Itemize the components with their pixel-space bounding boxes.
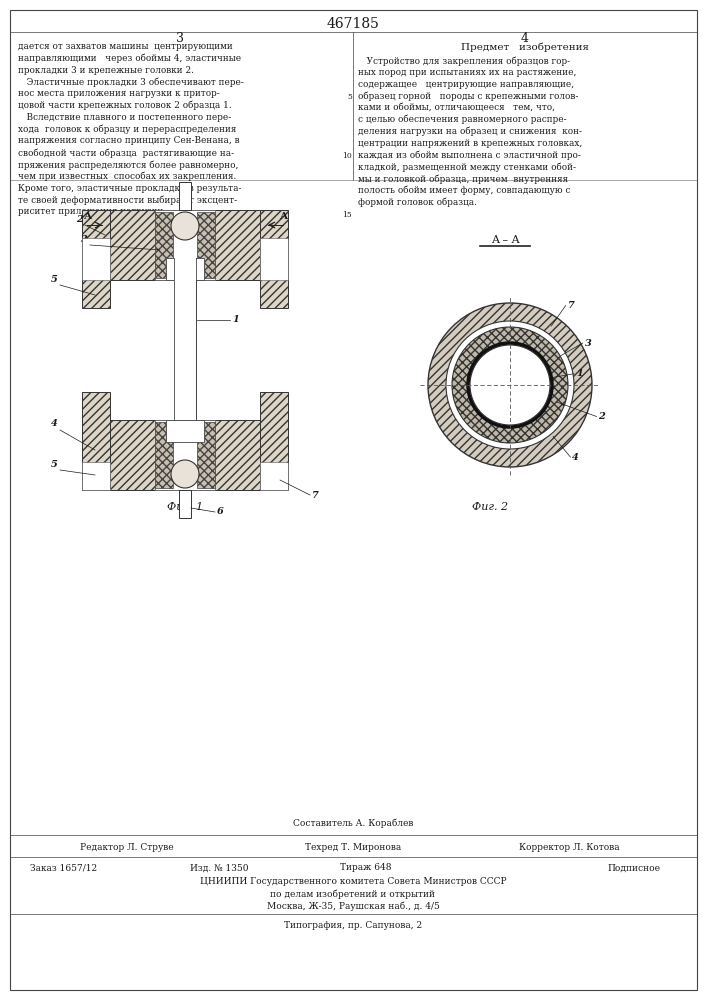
Text: дается от захватов машины  центрирующими: дается от захватов машины центрирующими bbox=[18, 42, 233, 51]
Bar bbox=[155, 212, 173, 278]
Text: 7: 7 bbox=[568, 301, 574, 310]
Text: 5: 5 bbox=[51, 460, 58, 469]
Text: Техред Т. Миронова: Техред Т. Миронова bbox=[305, 842, 401, 852]
Text: Предмет   изобретения: Предмет изобретения bbox=[461, 42, 589, 51]
Text: 1: 1 bbox=[576, 369, 583, 378]
Text: Устройство для закрепления образцов гор-: Устройство для закрепления образцов гор- bbox=[358, 56, 570, 66]
Bar bbox=[166, 420, 204, 442]
Text: Изд. № 1350: Изд. № 1350 bbox=[190, 863, 248, 872]
Text: 15: 15 bbox=[342, 211, 352, 219]
Text: A – A: A – A bbox=[491, 235, 520, 245]
Text: 2: 2 bbox=[76, 215, 83, 224]
Circle shape bbox=[428, 303, 592, 467]
Text: A: A bbox=[83, 212, 91, 221]
Text: Кроме того, эластичные прокладки в результа-: Кроме того, эластичные прокладки в резул… bbox=[18, 184, 242, 193]
Text: A: A bbox=[279, 212, 287, 221]
Bar bbox=[179, 182, 191, 210]
Bar bbox=[155, 210, 215, 280]
Text: 4: 4 bbox=[51, 419, 58, 428]
Text: прокладки 3 и крепежные головки 2.: прокладки 3 и крепежные головки 2. bbox=[18, 66, 194, 75]
Bar bbox=[166, 258, 204, 280]
Text: нос места приложения нагрузки к притор-: нос места приложения нагрузки к притор- bbox=[18, 89, 220, 98]
Text: направляющими   через обоймы 4, эластичные: направляющими через обоймы 4, эластичные bbox=[18, 54, 241, 63]
Bar bbox=[174, 258, 196, 420]
Text: образец горной   породы с крепежными голов-: образец горной породы с крепежными голов… bbox=[358, 91, 578, 101]
Text: Типография, пр. Сапунова, 2: Типография, пр. Сапунова, 2 bbox=[284, 920, 422, 930]
Text: Составитель А. Кораблев: Составитель А. Кораблев bbox=[293, 818, 413, 828]
Text: полость обойм имеет форму, совпадающую с: полость обойм имеет форму, совпадающую с bbox=[358, 186, 571, 195]
Bar bbox=[155, 420, 215, 490]
Bar bbox=[260, 462, 288, 490]
Bar bbox=[174, 258, 196, 420]
Text: 4: 4 bbox=[521, 31, 529, 44]
Text: цовой части крепежных головок 2 образца 1.: цовой части крепежных головок 2 образца … bbox=[18, 101, 232, 110]
Text: содержащее   центрирующие направляющие,: содержащее центрирующие направляющие, bbox=[358, 80, 574, 89]
Text: Фиг. 1: Фиг. 1 bbox=[167, 502, 203, 512]
Circle shape bbox=[468, 343, 552, 427]
Text: 3: 3 bbox=[176, 31, 184, 44]
Text: 5: 5 bbox=[347, 93, 352, 101]
Circle shape bbox=[446, 321, 574, 449]
Circle shape bbox=[171, 212, 199, 240]
Bar bbox=[197, 212, 215, 278]
Text: напряжения согласно принципу Сен-Венана, в: напряжения согласно принципу Сен-Венана,… bbox=[18, 136, 240, 145]
Text: мы и головкой образца, причем  внутренняя: мы и головкой образца, причем внутренняя bbox=[358, 174, 568, 184]
Bar bbox=[110, 420, 260, 490]
Bar bbox=[260, 210, 288, 308]
Text: ками и обоймы, отличающееся   тем, что,: ками и обоймы, отличающееся тем, что, bbox=[358, 103, 555, 112]
Text: 2: 2 bbox=[598, 412, 605, 421]
Circle shape bbox=[470, 345, 550, 425]
Text: 3: 3 bbox=[81, 235, 88, 244]
Text: ных пород при испытаниях их на растяжение,: ных пород при испытаниях их на растяжени… bbox=[358, 68, 576, 77]
Bar bbox=[82, 210, 110, 308]
Text: те своей деформативности выбирают эксцент-: те своей деформативности выбирают эксцен… bbox=[18, 195, 237, 205]
Bar bbox=[82, 392, 110, 490]
Bar bbox=[260, 392, 288, 490]
Text: Редактор Л. Струве: Редактор Л. Струве bbox=[80, 842, 174, 852]
Circle shape bbox=[171, 460, 199, 488]
Text: пряжения распределяются более равномерно,: пряжения распределяются более равномерно… bbox=[18, 160, 238, 169]
Text: чем при известных  способах их закрепления.: чем при известных способах их закреплени… bbox=[18, 172, 236, 181]
Text: риситет приложения нагрузки.: риситет приложения нагрузки. bbox=[18, 207, 166, 216]
Text: Подписное: Подписное bbox=[607, 863, 660, 872]
Text: 7: 7 bbox=[312, 490, 319, 499]
Text: формой головок образца.: формой головок образца. bbox=[358, 198, 477, 207]
Text: каждая из обойм выполнена с эластичной про-: каждая из обойм выполнена с эластичной п… bbox=[358, 150, 581, 160]
Bar bbox=[197, 422, 215, 488]
Text: 1: 1 bbox=[232, 316, 239, 324]
Text: Фиг. 2: Фиг. 2 bbox=[472, 502, 508, 512]
Text: 4: 4 bbox=[573, 453, 579, 462]
Text: 10: 10 bbox=[342, 152, 352, 160]
Text: ЦНИИПИ Государственного комитета Совета Министров СССР: ЦНИИПИ Государственного комитета Совета … bbox=[199, 878, 506, 886]
Text: кладкой, размещенной между стенками обой-: кладкой, размещенной между стенками обой… bbox=[358, 162, 576, 172]
Bar bbox=[179, 490, 191, 518]
Text: Москва, Ж-35, Раушская наб., д. 4/5: Москва, Ж-35, Раушская наб., д. 4/5 bbox=[267, 901, 440, 911]
Text: Тираж 648: Тираж 648 bbox=[340, 863, 392, 872]
Bar bbox=[260, 238, 288, 280]
Bar bbox=[155, 422, 173, 488]
Bar bbox=[82, 238, 110, 280]
Text: с целью обеспечения равномерного распре-: с целью обеспечения равномерного распре- bbox=[358, 115, 566, 124]
Text: 3: 3 bbox=[585, 338, 592, 348]
Text: Заказ 1657/12: Заказ 1657/12 bbox=[30, 863, 97, 872]
Text: 6: 6 bbox=[217, 508, 223, 516]
Circle shape bbox=[452, 327, 568, 443]
Text: свободной части образца  растягивающие на-: свободной части образца растягивающие на… bbox=[18, 148, 234, 158]
Bar bbox=[82, 462, 110, 490]
Bar bbox=[110, 210, 260, 280]
Text: по делам изобретений и открытий: по делам изобретений и открытий bbox=[271, 889, 436, 899]
Text: деления нагрузки на образец и снижения  кон-: деления нагрузки на образец и снижения к… bbox=[358, 127, 582, 136]
Text: Эластичные прокладки 3 обеспечивают пере-: Эластичные прокладки 3 обеспечивают пере… bbox=[18, 77, 244, 87]
Text: 5: 5 bbox=[51, 275, 58, 284]
Text: хода  головок к образцу и перераспределения: хода головок к образцу и перераспределен… bbox=[18, 125, 236, 134]
Text: центрации напряжений в крепежных головках,: центрации напряжений в крепежных головка… bbox=[358, 139, 583, 148]
Text: Вследствие плавного и постепенного пере-: Вследствие плавного и постепенного пере- bbox=[18, 113, 231, 122]
Text: Корректор Л. Котова: Корректор Л. Котова bbox=[520, 842, 620, 852]
Text: 467185: 467185 bbox=[327, 17, 380, 31]
